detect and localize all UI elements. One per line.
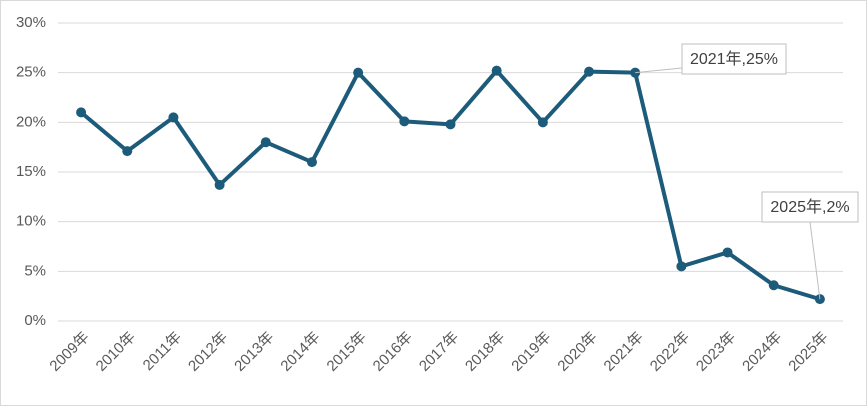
y-tick-label: 5% xyxy=(24,262,46,279)
point xyxy=(445,119,456,130)
annotation-box xyxy=(761,191,859,223)
annotation: 2021年,25% xyxy=(690,50,778,68)
point xyxy=(537,117,548,128)
point xyxy=(214,179,225,190)
y-tick-label: 30% xyxy=(16,14,46,31)
y-tick-label: 25% xyxy=(16,64,46,81)
annotation-leader xyxy=(809,221,821,300)
point xyxy=(76,107,87,118)
point xyxy=(676,261,687,272)
point xyxy=(584,66,595,77)
point xyxy=(399,116,410,127)
point xyxy=(353,67,364,78)
point xyxy=(491,65,502,76)
point xyxy=(722,247,733,258)
annotation: 2025年,2% xyxy=(770,198,849,216)
y-tick-label: 0% xyxy=(24,312,46,329)
y-tick-label: 10% xyxy=(16,213,46,230)
y-tick-label: 20% xyxy=(16,113,46,130)
point xyxy=(306,157,317,168)
point xyxy=(122,146,133,157)
annotation-leader xyxy=(635,67,683,74)
point xyxy=(168,112,179,123)
y-tick-label: 15% xyxy=(16,163,46,180)
point xyxy=(260,137,271,148)
annotation-box xyxy=(681,43,787,75)
point xyxy=(768,280,779,291)
